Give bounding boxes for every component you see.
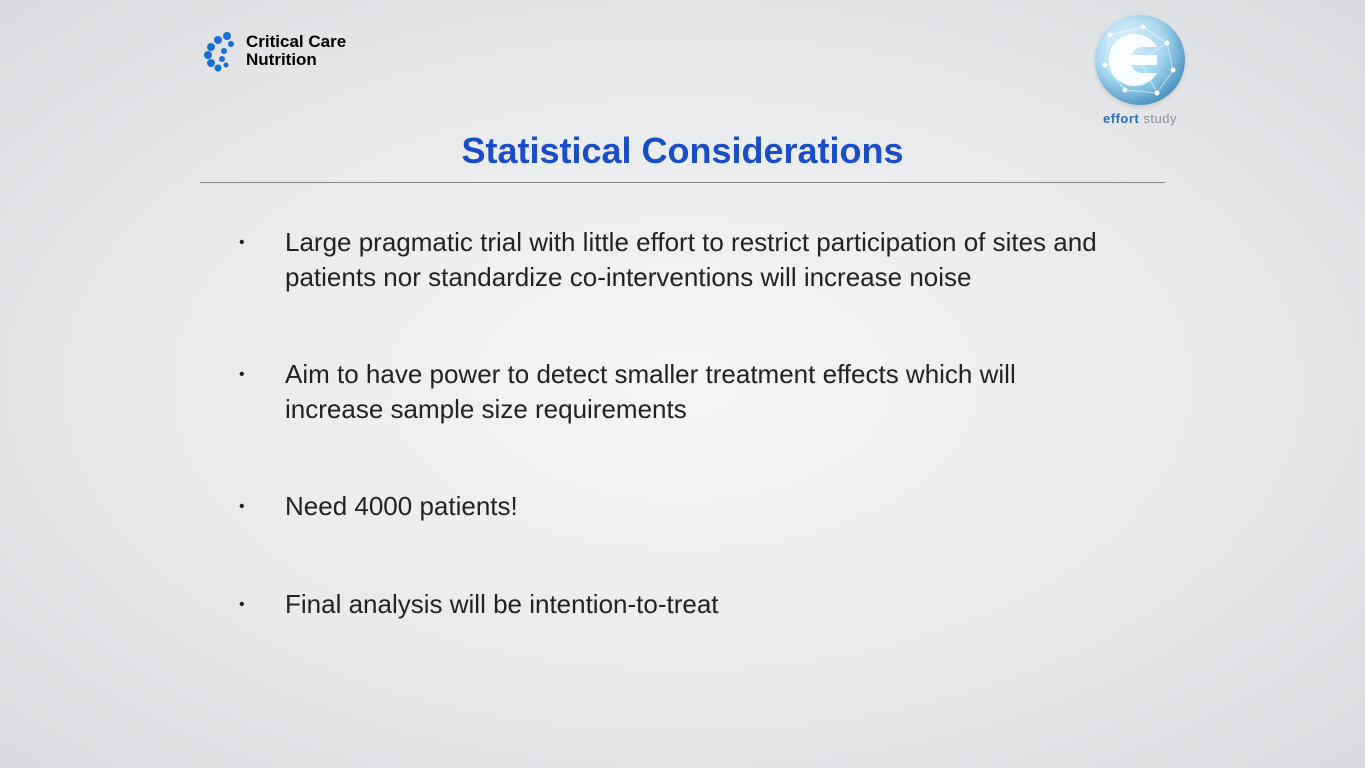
effort-study-icon [1095,15,1185,105]
bullet-item: • Need 4000 patients! [235,489,1120,525]
logo-left-text: Critical Care Nutrition [246,33,346,69]
title-divider [200,182,1165,183]
bullet-item: • Final analysis will be intention-to-tr… [235,587,1120,623]
bullet-item: • Large pragmatic trial with little effo… [235,225,1120,295]
bullet-list: • Large pragmatic trial with little effo… [235,225,1120,685]
logo-right-label-bold: effort [1103,111,1139,126]
slide-title: Statistical Considerations [0,130,1365,172]
logo-left: Critical Care Nutrition [200,30,346,72]
bullet-item: • Aim to have power to detect smaller tr… [235,357,1120,427]
logo-left-line2: Nutrition [246,51,346,69]
logo-right: effort study [1095,15,1185,126]
bullet-text: Aim to have power to detect smaller trea… [285,357,1120,427]
logo-left-line1: Critical Care [246,33,346,51]
bullet-text: Need 4000 patients! [285,489,1120,524]
bullet-text: Final analysis will be intention-to-trea… [285,587,1120,622]
logo-right-label: effort study [1095,111,1185,126]
bullet-dot-icon: • [235,357,285,393]
bullet-text: Large pragmatic trial with little effort… [285,225,1120,295]
bullet-dot-icon: • [235,587,285,623]
bullet-dot-icon: • [235,225,285,261]
critical-care-icon [200,30,238,72]
bullet-dot-icon: • [235,489,285,525]
logo-right-label-muted: study [1139,111,1177,126]
